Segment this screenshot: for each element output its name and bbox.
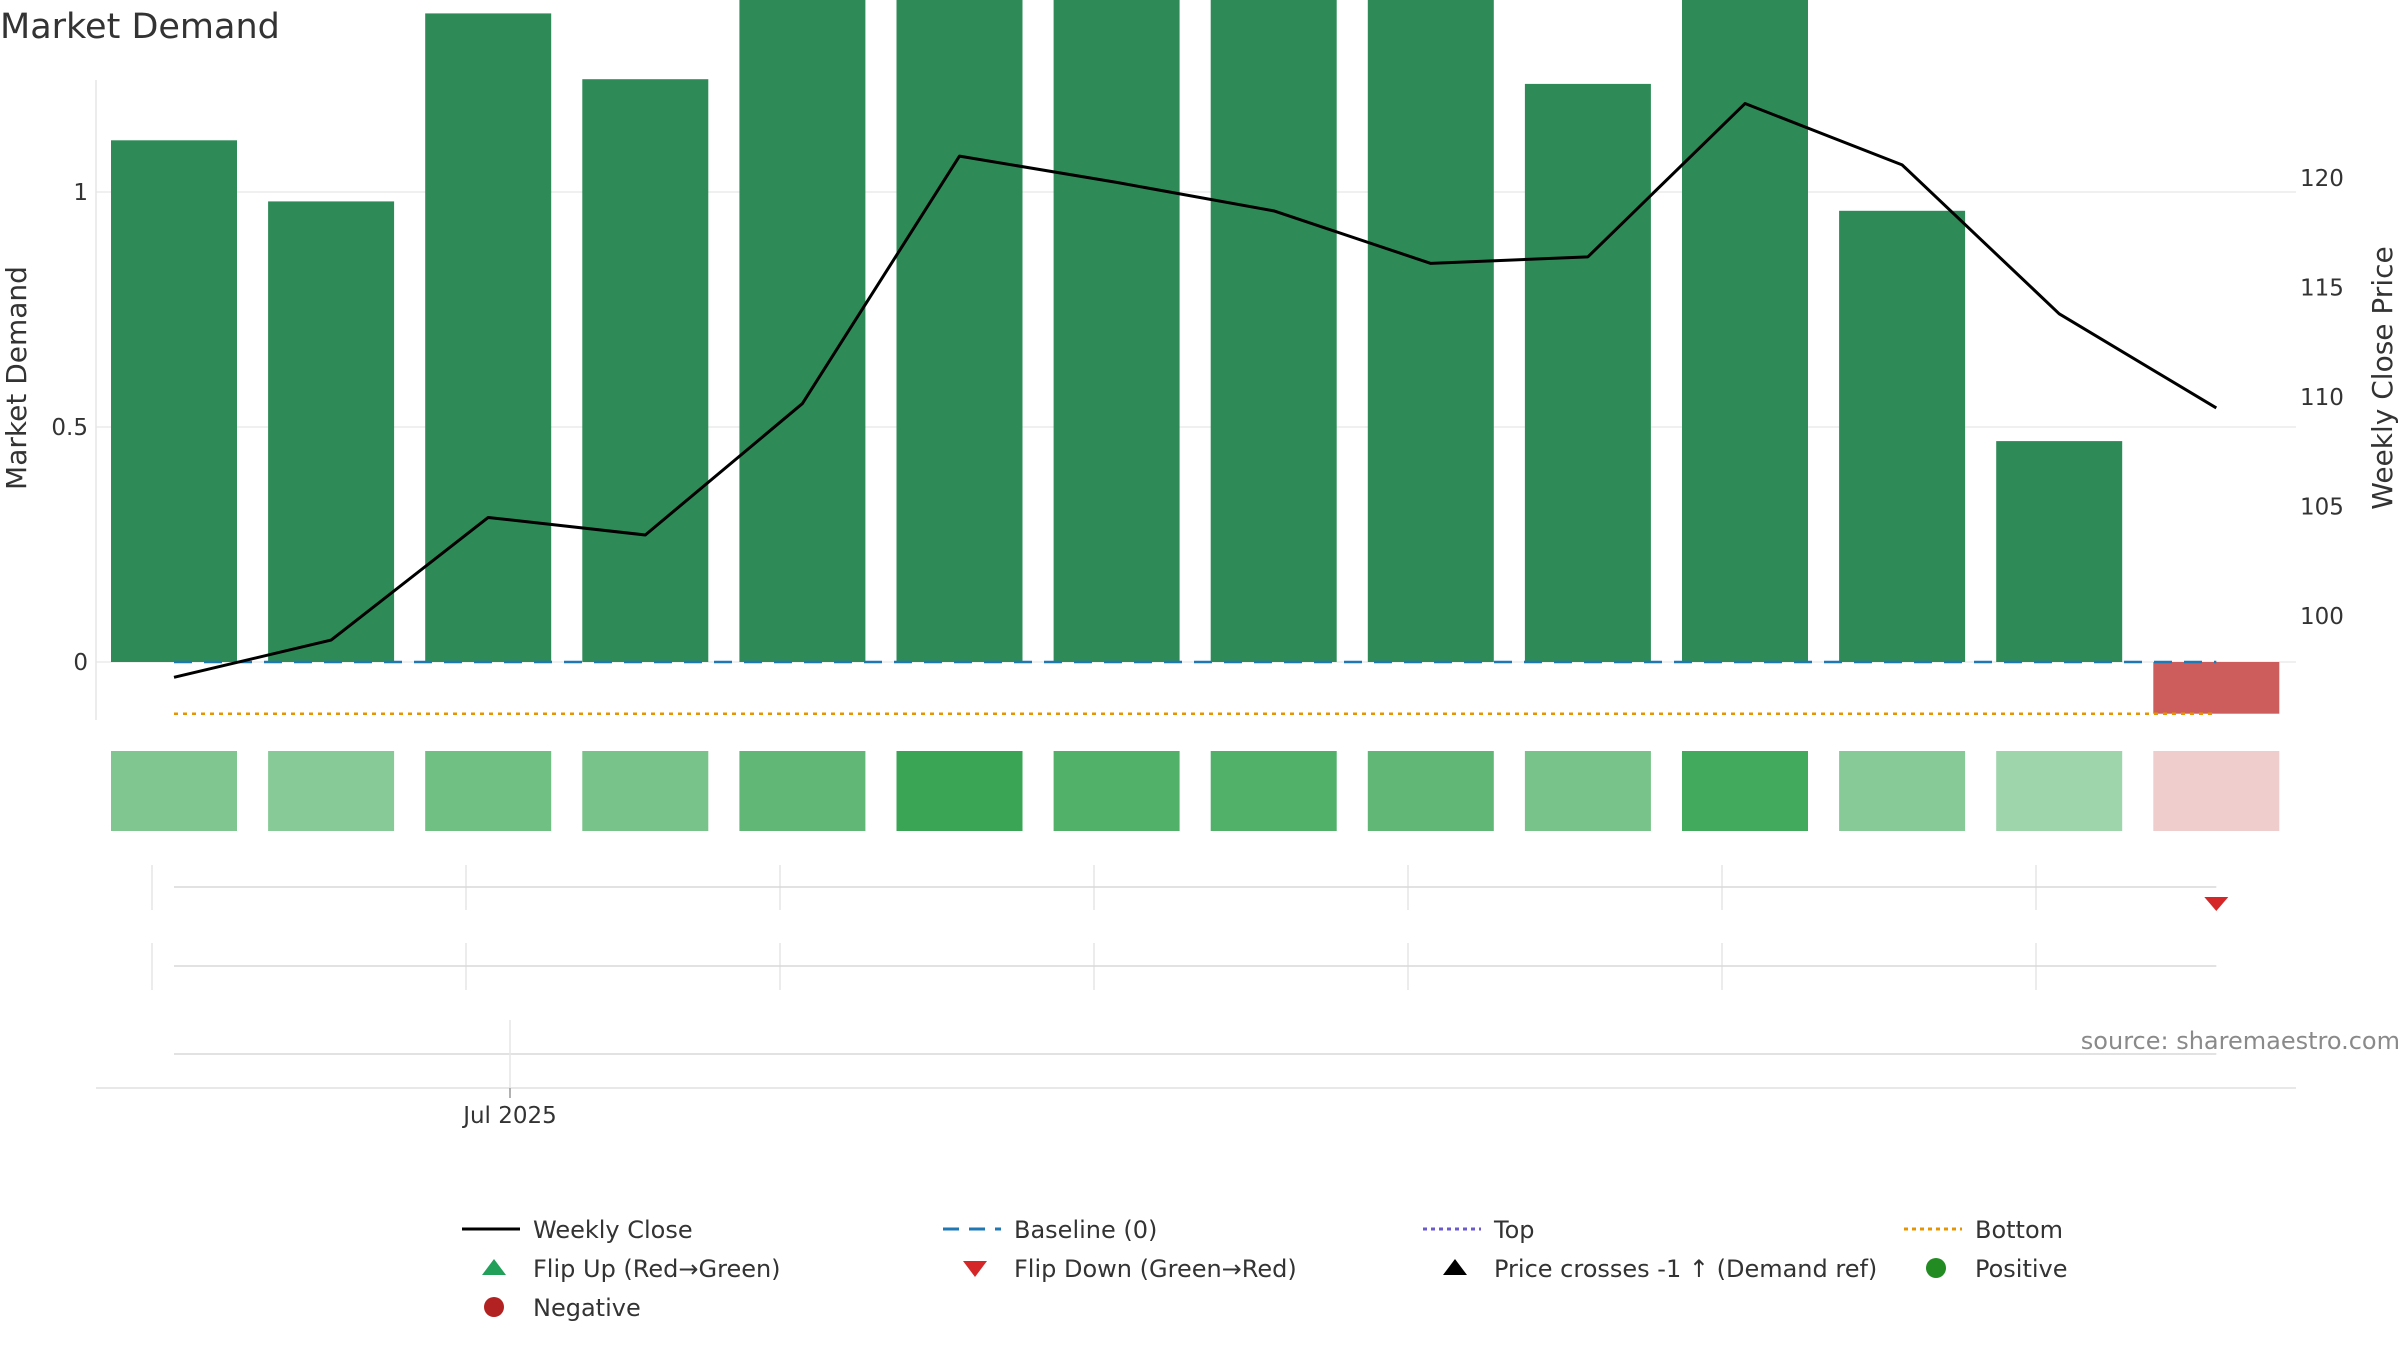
demand-bar [2153, 662, 2280, 714]
demand-bar [582, 79, 709, 662]
legend-item: Bottom [1904, 1216, 2063, 1244]
legend-label: Positive [1975, 1255, 2068, 1283]
left-tick-label: 0 [73, 650, 88, 676]
heat-cell [1367, 751, 1494, 831]
demand-bar [1210, 0, 1337, 663]
legend-label: Flip Up (Red→Green) [533, 1255, 781, 1283]
legend-item: Price crosses -1 ↑ (Demand ref) [1443, 1255, 1877, 1283]
reference-lines [174, 660, 2217, 715]
legend-label: Flip Down (Green→Red) [1014, 1255, 1297, 1283]
left-tick-label: 1 [73, 180, 88, 206]
demand-bar [1524, 83, 1651, 662]
legend-flip-up-icon [482, 1259, 506, 1275]
right-tick-label: 105 [2300, 495, 2344, 521]
heat-cell [425, 751, 552, 831]
right-tick-label: 110 [2300, 385, 2344, 411]
heat-cell [1996, 751, 2123, 831]
heat-cell [268, 751, 395, 831]
heat-cell [582, 751, 709, 831]
legend-cross-up-icon [1443, 1259, 1467, 1275]
right-tick-label: 120 [2300, 166, 2344, 192]
weekly-close-line [173, 102, 2218, 679]
right-tick-label: 115 [2300, 276, 2344, 302]
axis-ticks: 00.511.52100105110115120 [51, 166, 2344, 676]
legend-item: Flip Down (Green→Red) [963, 1255, 1297, 1283]
legend-item: Positive [1926, 1255, 2068, 1283]
heat-cell [1839, 751, 1966, 831]
demand-bar [1053, 0, 1180, 662]
demand-bars [111, 0, 2280, 714]
left-axis-title: Market Demand [0, 266, 33, 490]
signal-panels [96, 865, 2296, 1098]
heat-cell [2153, 751, 2280, 831]
legend-label: Bottom [1975, 1216, 2063, 1244]
left-tick-label: 0.5 [51, 415, 88, 441]
chart-title: Market Demand [0, 7, 280, 47]
heat-cell [1210, 751, 1337, 831]
legend-negative-icon [484, 1297, 504, 1317]
legend-positive-icon [1926, 1258, 1946, 1278]
heat-cell [1682, 751, 1808, 831]
demand-bar [1367, 0, 1494, 663]
heat-cell [111, 751, 237, 831]
flip-down-marker [2204, 897, 2229, 911]
x-tick-label: Jul 2025 [461, 1103, 557, 1129]
demand-bar [1682, 0, 1808, 663]
legend-item: Top [1423, 1216, 1535, 1244]
right-axis-title: Weekly Close Price [2366, 246, 2399, 509]
demand-bar [425, 13, 552, 662]
heat-cell [739, 751, 866, 831]
source-label: source: sharemaestro.com [2081, 1027, 2400, 1055]
legend-flip-down-icon [963, 1261, 987, 1277]
legend-label: Baseline (0) [1014, 1216, 1157, 1244]
demand-bar [896, 0, 1023, 663]
legend-item: Baseline (0) [943, 1216, 1157, 1244]
demand-heat-strip [111, 751, 2280, 831]
right-tick-label: 100 [2300, 604, 2344, 630]
weekly-close-polyline [173, 102, 2218, 679]
demand-bar [268, 201, 395, 662]
legend-label: Negative [533, 1294, 641, 1322]
legend-item: Negative [484, 1294, 641, 1322]
heat-cell [1053, 751, 1180, 831]
legend-label: Top [1493, 1216, 1535, 1244]
demand-bar [739, 0, 866, 663]
legend-label: Price crosses -1 ↑ (Demand ref) [1494, 1255, 1877, 1283]
demand-bar [1996, 441, 2123, 662]
legend-label: Weekly Close [533, 1216, 693, 1244]
legend-item: Flip Up (Red→Green) [482, 1255, 781, 1283]
heat-cell [1524, 751, 1651, 831]
heat-cell [896, 751, 1023, 831]
demand-bar [1839, 210, 1966, 663]
demand-bar [111, 140, 237, 663]
legend: Weekly Close Baseline (0) Top Bottom Flip Up… [462, 1216, 2068, 1322]
legend-item: Weekly Close [462, 1216, 693, 1244]
